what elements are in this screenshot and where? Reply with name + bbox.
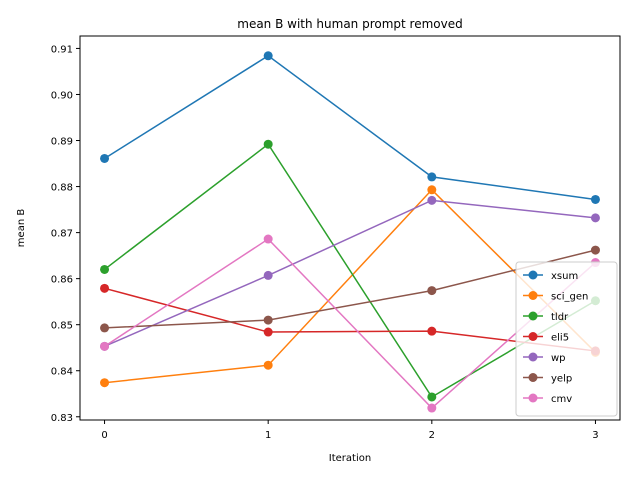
data-point-cmv (427, 403, 437, 413)
data-point-yelp (427, 286, 437, 296)
legend-label-wp: wp (551, 353, 566, 364)
y-tick-label: 0.86 (51, 275, 73, 286)
plot-frame (79, 35, 621, 421)
data-point-xsum (100, 153, 110, 163)
series-line-yelp (104, 249, 596, 329)
legend-label-yelp: yelp (551, 374, 572, 385)
data-point-sci_gen (100, 378, 110, 388)
data-point-wp (263, 270, 273, 280)
legend-label-eli5: eli5 (551, 333, 569, 344)
y-axis-label: mean B (16, 209, 27, 248)
data-point-xsum (590, 194, 600, 204)
y-tick-label: 0.88 (51, 183, 73, 194)
y-tick-label: 0.83 (51, 413, 73, 424)
x-tick-label: 3 (592, 430, 598, 441)
y-tick-label: 0.89 (51, 137, 73, 148)
data-point-wp (590, 213, 600, 223)
legend-marker-yelp (528, 373, 538, 382)
legend-marker-wp (528, 352, 538, 362)
x-axis-label: Iteration (329, 453, 371, 464)
legend-marker-cmv (528, 393, 538, 403)
y-tick-label: 0.91 (51, 44, 73, 55)
data-point-tldr (100, 264, 110, 274)
data-point-xsum (427, 172, 437, 182)
data-point-cmv (100, 341, 110, 351)
data-point-wp (427, 195, 437, 205)
data-point-eli5 (100, 283, 110, 293)
series-line-cmv (104, 238, 596, 410)
legend-marker-xsum (528, 270, 538, 280)
data-point-yelp (263, 315, 273, 325)
series-line-xsum (104, 54, 596, 201)
legend-label-xsum: xsum (551, 271, 578, 282)
y-tick-label: 0.84 (51, 367, 73, 378)
chart-title: mean B with human prompt removed (237, 17, 462, 31)
data-point-yelp (590, 245, 600, 255)
data-point-eli5 (263, 327, 273, 337)
data-point-sci_gen (263, 360, 273, 370)
data-point-cmv (263, 234, 273, 244)
y-tick-label: 0.87 (51, 229, 73, 240)
legend-label-cmv: cmv (551, 394, 572, 405)
series-line-wp (104, 199, 596, 348)
series-line-tldr (104, 143, 596, 398)
data-point-tldr (263, 139, 273, 149)
legend-label-sci_gen: sci_gen (551, 292, 588, 303)
legend-marker-eli5 (528, 332, 538, 341)
data-point-eli5 (427, 326, 437, 336)
data-point-xsum (263, 51, 273, 61)
data-point-yelp (100, 323, 110, 333)
y-tick-label: 0.90 (51, 90, 73, 101)
data-point-tldr (427, 392, 437, 402)
legend-label-tldr: tldr (551, 312, 569, 323)
x-tick-label: 0 (101, 430, 107, 441)
data-point-sci_gen (427, 185, 437, 195)
legend-marker-sci_gen (528, 291, 538, 300)
legend-marker-tldr (528, 311, 538, 321)
x-tick-label: 2 (429, 430, 435, 441)
y-tick-label: 0.85 (51, 321, 73, 332)
x-tick-label: 1 (265, 430, 271, 441)
